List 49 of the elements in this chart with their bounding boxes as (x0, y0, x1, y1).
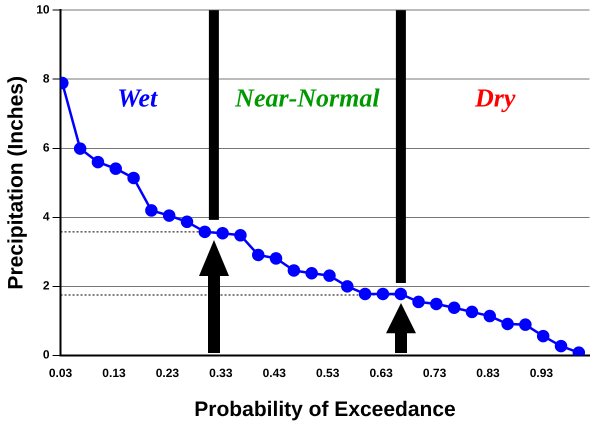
point (180, 216, 194, 228)
x-tick-label: 0.03 (48, 366, 73, 380)
point (501, 318, 514, 330)
x-tick-label: 0.43 (262, 366, 286, 380)
x-tick-label: 0.33 (209, 366, 233, 380)
point (536, 330, 550, 342)
point (323, 269, 336, 282)
point (288, 264, 300, 277)
point (92, 156, 104, 168)
point (394, 288, 407, 300)
annotation: Dry (474, 84, 516, 113)
annotation: Near-Normal (234, 84, 380, 113)
x-axis-title: Probability of Exceedance (194, 398, 456, 422)
point (74, 142, 86, 155)
point (234, 229, 247, 242)
point (412, 296, 425, 308)
point (162, 209, 176, 222)
point (127, 172, 140, 184)
point (519, 318, 532, 331)
point (554, 340, 568, 352)
y-tick-label: 2 (42, 278, 50, 293)
y-tick-label: 10 (36, 2, 50, 17)
point (109, 162, 122, 175)
x-tick-label: 0.23 (156, 366, 180, 380)
y-axis-title: Precipitation (Inches) (4, 76, 28, 290)
point (198, 226, 212, 238)
point (483, 310, 496, 322)
point (376, 288, 390, 300)
y-tick-label: 0 (42, 348, 50, 362)
y-tick-label: 8 (42, 72, 50, 86)
point (430, 298, 443, 310)
point (252, 248, 264, 262)
x-tick-label: 0.73 (422, 366, 447, 380)
y-tick-label: 6 (42, 140, 50, 155)
x-tick-label: 0.13 (102, 366, 126, 380)
x-tick-label: 0.83 (476, 366, 500, 380)
point (305, 266, 318, 280)
point (145, 204, 158, 217)
point (358, 288, 372, 300)
point (216, 226, 229, 240)
x-tick-label: 0.93 (530, 366, 554, 380)
annotation: Wet (117, 84, 158, 113)
x-tick-label: 0.53 (316, 366, 340, 380)
x-tick-label: 0.63 (369, 366, 394, 380)
point (270, 252, 282, 265)
point (448, 302, 460, 314)
y-tick-label: 4 (42, 210, 50, 224)
point (466, 306, 478, 318)
point (341, 280, 354, 293)
